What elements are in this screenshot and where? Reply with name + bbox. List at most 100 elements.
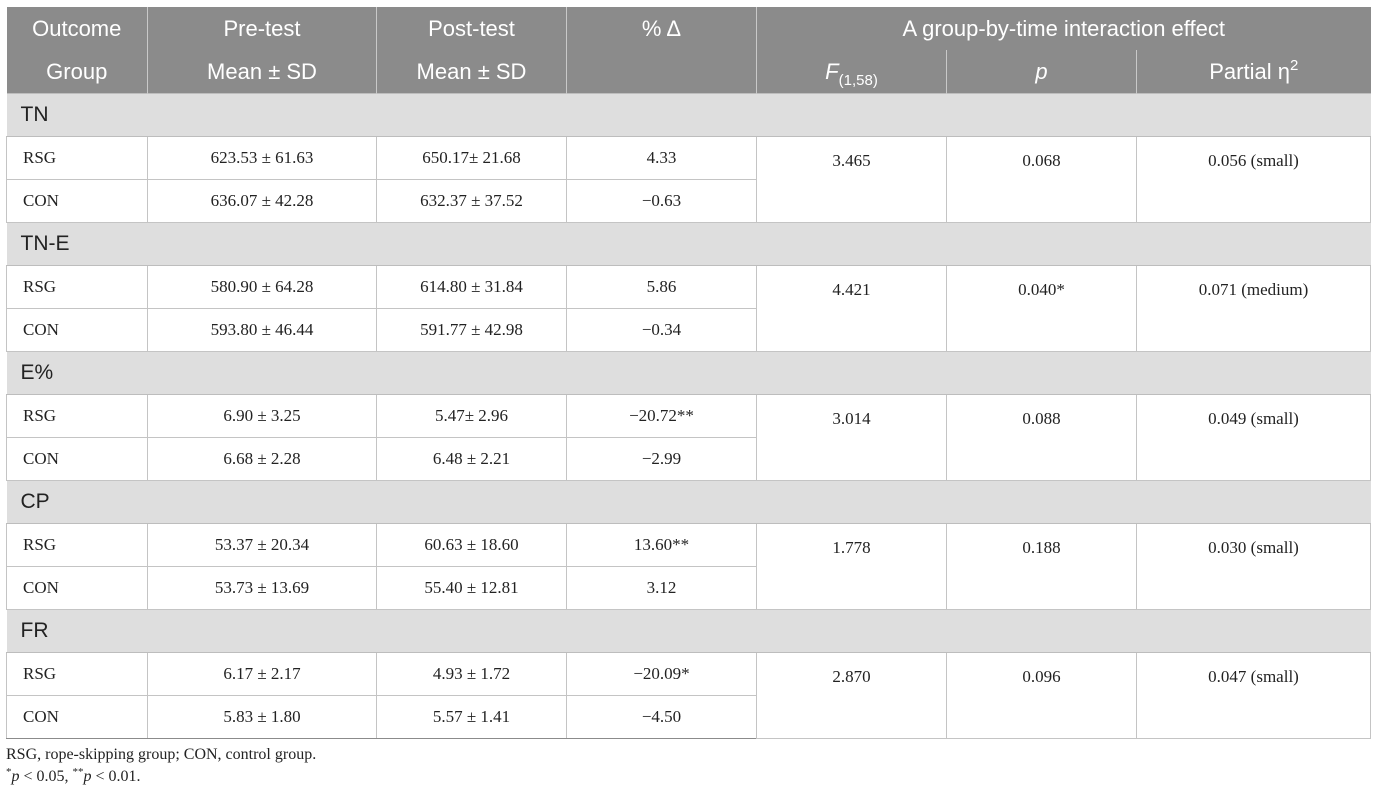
pre-cell: 6.17 ± 2.17 xyxy=(147,652,377,696)
post-cell: 632.37 ± 37.52 xyxy=(376,179,567,223)
f-cell: 1.778 xyxy=(756,523,947,610)
post-cell: 4.93 ± 1.72 xyxy=(376,652,567,696)
sig-text-2: < 0.01. xyxy=(91,768,141,785)
eta-cell: 0.049 (small) xyxy=(1135,394,1372,481)
table-row: CON 5.83 ± 1.80 5.57 ± 1.41 −4.50 xyxy=(6,695,1371,739)
eta-cell: 0.030 (small) xyxy=(1135,523,1372,610)
group-cell: CON xyxy=(6,695,148,739)
partial-eta-header: Partial η2 xyxy=(1135,50,1371,94)
interaction-header: A group-by-time interaction effect xyxy=(755,7,1371,50)
table-row: RSG 53.37 ± 20.34 60.63 ± 18.60 13.60** … xyxy=(6,523,1372,610)
pre-cell: 53.73 ± 13.69 xyxy=(147,566,377,610)
group-cell: CON xyxy=(6,437,148,481)
table-row: RSG 580.90 ± 64.28 614.80 ± 31.84 5.86 4… xyxy=(6,265,1372,352)
group-header: Group xyxy=(6,50,148,94)
post-cell: 650.17± 21.68 xyxy=(376,136,567,180)
f-cell: 3.014 xyxy=(756,394,947,481)
table-row: RSG 623.53 ± 61.63 650.17± 21.68 4.33 3.… xyxy=(6,136,1372,223)
f-cell: 2.870 xyxy=(756,652,947,739)
pre-cell: 623.53 ± 61.63 xyxy=(147,136,377,180)
eta-label: Partial η xyxy=(1209,58,1290,84)
sig-star-2: ** xyxy=(72,766,84,778)
post-mean-sd-header: Mean ± SD xyxy=(376,50,567,94)
p-cell: 0.088 xyxy=(946,394,1137,481)
post-test-header: Post-test xyxy=(376,7,567,50)
pre-cell: 593.80 ± 46.44 xyxy=(147,308,377,352)
p-cell: 0.068 xyxy=(946,136,1137,223)
section-row-cp: CP xyxy=(6,480,1371,524)
eta-cell: 0.071 (medium) xyxy=(1135,265,1372,352)
pct-cell: 4.33 xyxy=(566,136,757,180)
pre-test-header: Pre-test xyxy=(147,7,377,50)
p-cell: 0.096 xyxy=(946,652,1137,739)
section-row-e-pct: E% xyxy=(6,351,1371,395)
pct-cell: −2.99 xyxy=(566,437,757,481)
pct-cell: −0.63 xyxy=(566,179,757,223)
sig-p-2: p xyxy=(83,768,92,785)
pre-cell: 636.07 ± 42.28 xyxy=(147,179,377,223)
outcome-header: Outcome xyxy=(6,7,148,50)
section-label: E% xyxy=(6,351,1371,395)
post-cell: 591.77 ± 42.98 xyxy=(376,308,567,352)
table-row: RSG 6.17 ± 2.17 4.93 ± 1.72 −20.09* 2.87… xyxy=(6,652,1372,739)
pct-cell: 5.86 xyxy=(566,265,757,309)
p-cell: 0.188 xyxy=(946,523,1137,610)
pre-cell: 6.90 ± 3.25 xyxy=(147,394,377,438)
pre-cell: 5.83 ± 1.80 xyxy=(147,695,377,739)
pct-cell: −0.34 xyxy=(566,308,757,352)
table-row: CON 53.73 ± 13.69 55.40 ± 12.81 3.12 xyxy=(6,566,1371,610)
section-label: TN xyxy=(6,93,1371,137)
f-cell: 4.421 xyxy=(756,265,947,352)
results-table-container: Outcome Pre-test Post-test % Δ A group-b… xyxy=(6,7,1372,739)
pct-change-header: % Δ xyxy=(566,7,757,50)
p-value-header: p xyxy=(946,50,1137,94)
section-row-tn: TN xyxy=(6,93,1371,137)
significance-note: *p < 0.05, **p < 0.01. xyxy=(6,766,316,789)
abbreviation-note: RSG, rope-skipping group; CON, control g… xyxy=(6,746,317,763)
pct-cell: 3.12 xyxy=(566,566,757,610)
group-cell: RSG xyxy=(6,652,148,696)
f-cell: 3.465 xyxy=(756,136,947,223)
pct-cell: 13.60** xyxy=(566,523,757,567)
table-footnotes: RSG, rope-skipping group; CON, control g… xyxy=(6,744,316,789)
pre-mean-sd-header: Mean ± SD xyxy=(147,50,377,94)
eta-superscript: 2 xyxy=(1289,56,1299,74)
sig-star-1: * xyxy=(6,766,12,778)
pct-cell: −20.72** xyxy=(566,394,757,438)
section-row-fr: FR xyxy=(6,609,1371,653)
p-cell: 0.040* xyxy=(946,265,1137,352)
sig-p-1: p xyxy=(11,768,20,785)
group-cell: RSG xyxy=(6,394,148,438)
table-row: RSG 6.90 ± 3.25 5.47± 2.96 −20.72** 3.01… xyxy=(6,394,1372,481)
group-cell: CON xyxy=(6,566,148,610)
section-label: CP xyxy=(6,480,1371,524)
post-cell: 6.48 ± 2.21 xyxy=(376,437,567,481)
results-table: Outcome Pre-test Post-test % Δ A group-b… xyxy=(6,7,1372,739)
post-cell: 55.40 ± 12.81 xyxy=(376,566,567,610)
pre-cell: 580.90 ± 64.28 xyxy=(147,265,377,309)
post-cell: 5.47± 2.96 xyxy=(376,394,567,438)
table-header: Outcome Pre-test Post-test % Δ A group-b… xyxy=(6,7,1371,94)
pre-cell: 53.37 ± 20.34 xyxy=(147,523,377,567)
table-body: TN RSG 623.53 ± 61.63 650.17± 21.68 4.33… xyxy=(6,93,1372,739)
section-label: TN-E xyxy=(6,222,1371,266)
group-cell: RSG xyxy=(6,523,148,567)
section-row-tn-e: TN-E xyxy=(6,222,1371,266)
pre-cell: 6.68 ± 2.28 xyxy=(147,437,377,481)
group-cell: RSG xyxy=(6,136,148,180)
eta-cell: 0.056 (small) xyxy=(1135,136,1372,223)
group-cell: CON xyxy=(6,308,148,352)
f-subscript: (1,58) xyxy=(838,71,878,89)
pct-change-subheader xyxy=(566,50,757,94)
group-cell: CON xyxy=(6,179,148,223)
sig-text-1: < 0.05, xyxy=(19,768,73,785)
eta-cell: 0.047 (small) xyxy=(1135,652,1372,739)
post-cell: 5.57 ± 1.41 xyxy=(376,695,567,739)
p-label: p xyxy=(1035,58,1048,84)
table-row: CON 593.80 ± 46.44 591.77 ± 42.98 −0.34 xyxy=(6,308,1371,352)
post-cell: 614.80 ± 31.84 xyxy=(376,265,567,309)
pct-cell: −20.09* xyxy=(566,652,757,696)
table-row: CON 6.68 ± 2.28 6.48 ± 2.21 −2.99 xyxy=(6,437,1371,481)
f-stat-header: F(1,58) xyxy=(756,50,947,94)
post-cell: 60.63 ± 18.60 xyxy=(376,523,567,567)
